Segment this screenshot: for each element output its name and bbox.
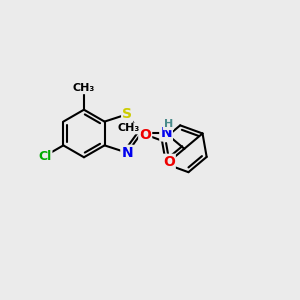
Text: O: O <box>139 128 151 142</box>
Text: CH₃: CH₃ <box>117 123 140 134</box>
Text: CH₃: CH₃ <box>73 83 95 93</box>
Text: N: N <box>121 146 133 160</box>
Text: O: O <box>163 155 175 169</box>
Text: S: S <box>122 107 132 121</box>
Text: Cl: Cl <box>38 150 52 163</box>
Text: H: H <box>164 119 173 129</box>
Text: N: N <box>160 127 172 140</box>
